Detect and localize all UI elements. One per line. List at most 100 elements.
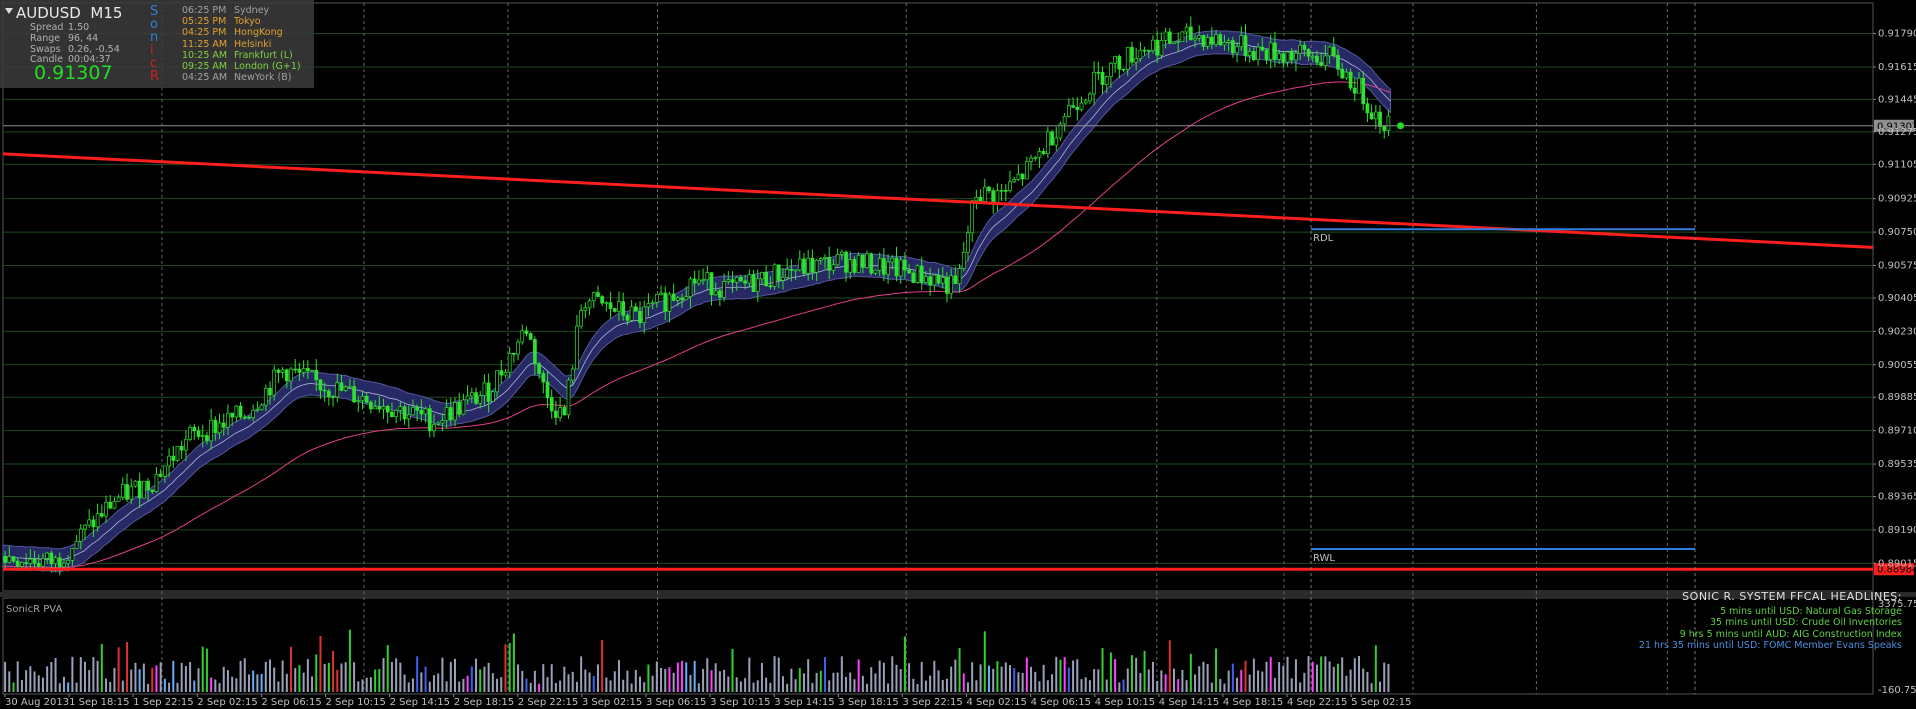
session-time: 04:25 AM [182, 72, 228, 84]
candle-body [600, 296, 605, 304]
price-tick-label: 0.91445 [1878, 94, 1916, 105]
candle-body [1079, 102, 1084, 110]
candle-body [1167, 31, 1172, 44]
volume-bar [369, 677, 372, 692]
candle-body [1033, 157, 1038, 159]
candle-body [1146, 49, 1151, 52]
price-tick-label: 0.90925 [1878, 194, 1916, 205]
candle-body [1071, 105, 1075, 108]
candle-body [1041, 151, 1046, 155]
volume-bar [475, 658, 478, 692]
candle-body [1008, 181, 1012, 191]
volume-bar [121, 680, 124, 692]
candle-body [297, 369, 302, 373]
session-row: 04:25 PM HongKong [182, 27, 283, 38]
candle-body [339, 382, 344, 391]
candle-body [436, 422, 441, 425]
candle-body [747, 274, 752, 284]
volume-bar [1303, 672, 1306, 692]
candle-body [945, 277, 949, 294]
swaps-row: Swaps 0.26, -0.54 [30, 44, 120, 55]
volume-bar [1143, 650, 1146, 692]
volume-bar [399, 662, 402, 692]
candle-body [558, 407, 562, 418]
candle-body [1285, 51, 1290, 63]
volume-bar [151, 667, 154, 692]
symbol-info-panel: AUDUSD M15 Spread 1.50 Range 96, 44 Swaps 0… [0, 0, 314, 88]
volume-bar [702, 668, 705, 692]
candle-body [318, 379, 323, 391]
candle-body [196, 430, 201, 437]
candle-body [940, 277, 945, 284]
volume-bar [268, 659, 271, 692]
volume-bar [445, 681, 448, 692]
candle-body [545, 381, 550, 398]
candle-body [827, 256, 832, 271]
volume-bar [975, 680, 978, 692]
candle-body [852, 259, 857, 273]
candle-body [205, 435, 209, 442]
volume-bar [407, 682, 410, 692]
candle-body [62, 562, 66, 568]
candle-body [356, 400, 361, 403]
volume-bar [807, 659, 810, 692]
volume-bar [744, 678, 747, 692]
candle-body [1209, 36, 1214, 45]
chevron-down-icon[interactable] [5, 8, 13, 14]
volume-bar [1164, 674, 1167, 692]
volume-bar [1130, 655, 1133, 692]
volume-bar [1114, 659, 1117, 692]
candle-body [1386, 115, 1391, 131]
volume-bar [546, 677, 549, 692]
volume-bar [311, 676, 314, 692]
candle-body [394, 410, 398, 417]
volume-bar [205, 648, 208, 692]
sonic-letter: S [150, 4, 159, 19]
candle-body [797, 258, 802, 271]
volume-bar [1156, 680, 1159, 692]
volume-bar [781, 676, 784, 692]
session-row: 11:25 AM Helsinki [182, 39, 271, 50]
candle-body [1155, 39, 1160, 56]
volume-bar [16, 661, 19, 692]
volume-bar [1004, 662, 1007, 692]
candle-body [1268, 42, 1273, 60]
price-tick-label: 0.89710 [1878, 426, 1916, 437]
candle-body [482, 382, 487, 397]
candle-body [911, 272, 916, 283]
volume-bar [790, 668, 793, 692]
candle-body [1100, 71, 1105, 85]
volume-bar [382, 658, 385, 692]
volume-bar [1252, 658, 1255, 692]
volume-scale-top: 3375.75 [1878, 599, 1916, 610]
volume-bar [1265, 661, 1268, 692]
candle-body [1369, 112, 1374, 120]
time-tick-label: 2 Sep 14:15 [390, 697, 450, 708]
volume-bar [731, 648, 734, 692]
candle-row: Candle 00:04:37 [30, 54, 111, 65]
volume-bar [470, 666, 473, 692]
volume-bar [1139, 672, 1142, 692]
volume-bar [706, 658, 709, 692]
candle-body [970, 200, 975, 234]
volume-bar [231, 676, 234, 692]
volume-bar [340, 663, 343, 692]
volume-bar [184, 666, 187, 692]
volume-bar [336, 669, 339, 692]
price-tick-label: 0.91275 [1878, 127, 1916, 138]
rdl-label: RDL [1313, 233, 1334, 244]
session-time: 11:25 AM [182, 38, 228, 50]
candle-body [461, 399, 466, 415]
volume-bar [1013, 668, 1016, 692]
volume-bar [710, 670, 713, 692]
candle-body [978, 196, 983, 202]
volume-bar [916, 683, 919, 692]
volume-bar [1185, 680, 1188, 692]
volume-bar [571, 671, 574, 692]
candle-body [957, 268, 962, 285]
volume-bar [1122, 679, 1125, 692]
candle-body [877, 258, 882, 271]
volume-bar [1147, 669, 1150, 692]
candle-body [1277, 53, 1281, 60]
